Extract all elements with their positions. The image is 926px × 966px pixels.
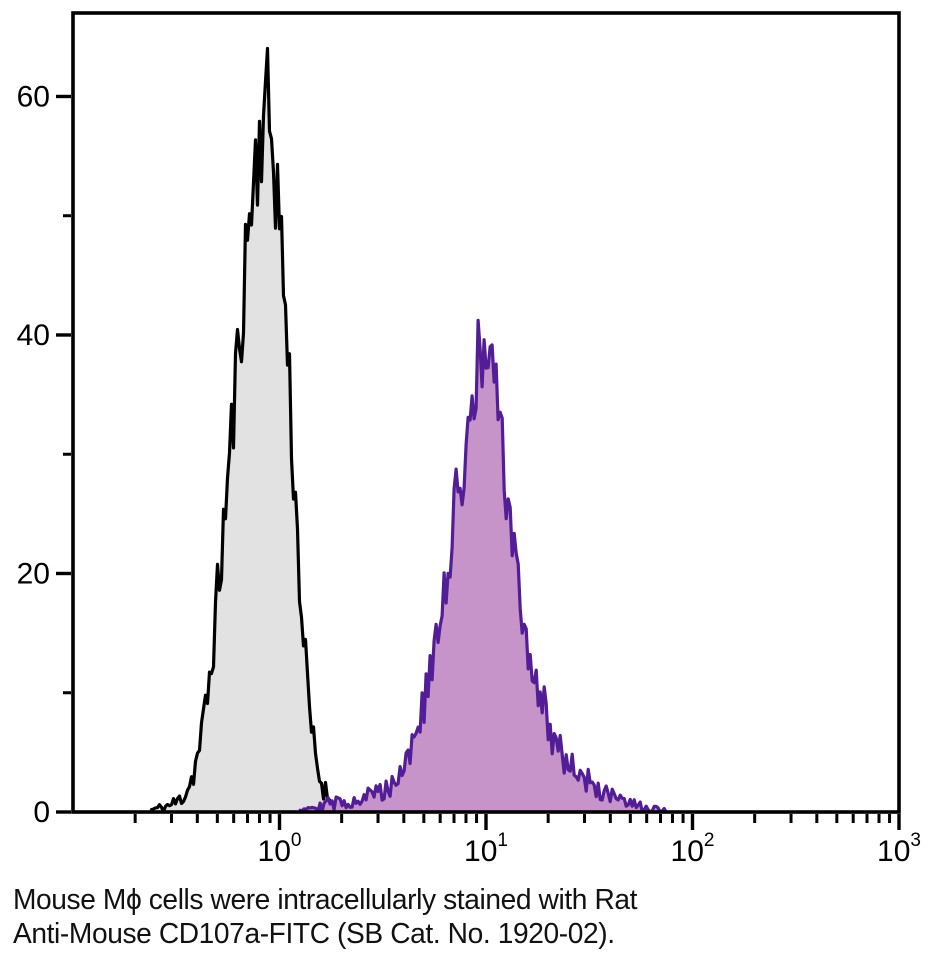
histogram-chart: 100 101 102 103 0 20 40 60 (17, 11, 921, 868)
x-tick-label: 100 (258, 830, 302, 868)
histogram-curve-black_peak (149, 46, 348, 814)
caption-line-2: Anti-Mouse CD107a-FITC (SB Cat. No. 1920… (13, 918, 615, 950)
y-tick-label: 60 (17, 80, 50, 113)
x-tick-label: 103 (877, 830, 921, 868)
x-tick-label: 102 (671, 830, 715, 868)
y-tick-label: 0 (33, 796, 50, 829)
figure-caption: Mouse Mϕ cells were intracellularly stai… (13, 883, 886, 951)
plot-frame (71, 11, 901, 814)
y-tick-label: 40 (17, 319, 50, 352)
caption-line-1: Mouse Mϕ cells were intracellularly stai… (13, 884, 638, 916)
histogram-curve-purple_peak (298, 318, 668, 814)
y-tick-label: 20 (17, 557, 50, 590)
x-tick-label: 101 (464, 830, 508, 868)
histogram-fill-purple_peak (300, 320, 668, 812)
histogram-fill-black_peak (151, 48, 346, 812)
